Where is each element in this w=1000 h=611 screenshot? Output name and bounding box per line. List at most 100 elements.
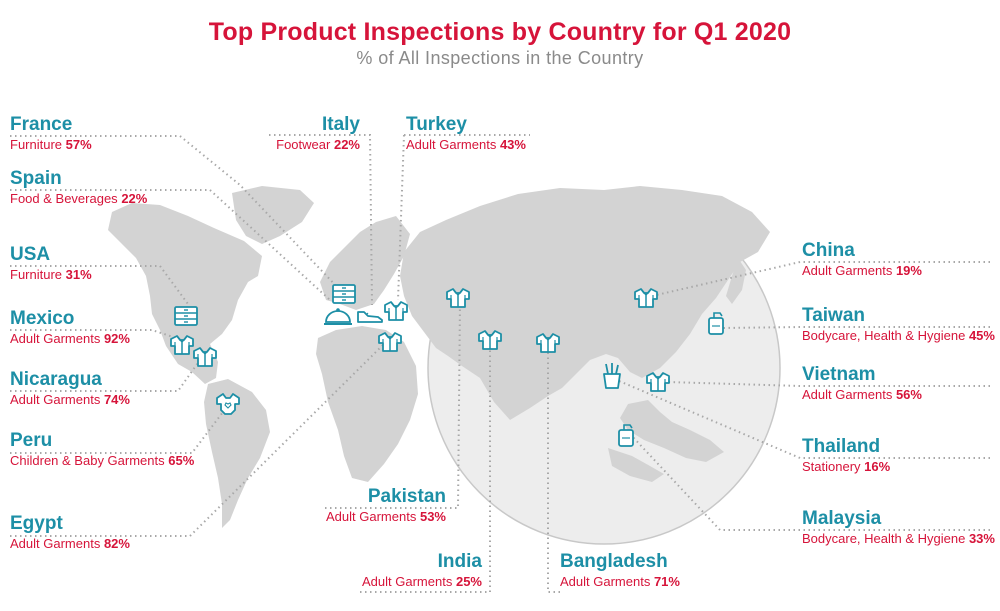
percent: 19% [895,263,922,278]
country-detail: Footwear 22% [262,136,360,154]
percent: 82% [103,536,130,551]
percent: 33% [968,531,995,546]
category: Adult Garments [10,536,101,551]
country-name: Pakistan [367,486,446,507]
label-thailand: Thailand Stationery 16% [802,436,890,476]
map-icons [170,284,724,447]
country-detail: Children & Baby Garments 65% [10,452,194,470]
label-vietnam: Vietnam Adult Garments 56% [802,364,922,404]
percent: 57% [65,137,92,152]
category: Stationery [802,459,861,474]
category: Adult Garments [560,574,651,589]
japan [726,258,746,304]
north-america [108,203,262,384]
percent: 43% [499,137,526,152]
cloche-icon [324,308,352,325]
country-name: Bangladesh [560,551,668,572]
label-mexico: Mexico Adult Garments 92% [10,308,130,348]
dresser-icon [332,284,356,304]
leader-turkey [397,134,530,301]
page-subtitle: % of All Inspections in the Country [356,48,644,68]
country-detail: Adult Garments 82% [10,535,130,553]
label-india: India Adult Garments 25% [330,551,482,591]
tshirt-icon [384,301,408,321]
leader-thailand [611,377,990,459]
country-detail: Adult Garments 43% [406,136,526,154]
country-detail: Adult Garments 53% [300,508,446,526]
land-shapes [108,186,781,545]
country-name: Turkey [406,114,467,135]
percent: 65% [168,453,195,468]
label-malaysia: Malaysia Bodycare, Health & Hygiene 33% [802,508,995,548]
label-bangladesh: Bangladesh Adult Garments 71% [560,551,680,591]
leader-lines [10,134,990,593]
country-detail: Adult Garments 19% [802,262,922,280]
label-china: China Adult Garments 19% [802,240,922,280]
percent: 92% [103,331,130,346]
leader-china [651,261,990,297]
page-title: Top Product Inspections by Country for Q… [208,18,792,46]
country-detail: Adult Garments 25% [330,573,482,591]
label-spain: Spain Food & Beverages 22% [10,168,147,208]
country-detail: Adult Garments 56% [802,386,922,404]
shoe-icon [357,311,383,323]
percent: 74% [103,392,130,407]
country-name: Mexico [10,308,75,329]
leader-nicaragua [10,359,201,392]
country-detail: Bodycare, Health & Hygiene 33% [802,530,995,548]
percent: 53% [419,509,446,524]
country-detail: Furniture 31% [10,266,92,284]
country-name: Taiwan [802,305,865,326]
country-detail: Adult Garments 92% [10,330,130,348]
label-pakistan: Pakistan Adult Garments 53% [300,486,446,526]
percent: 45% [968,328,995,343]
country-detail: Adult Garments 74% [10,391,130,409]
country-name: USA [10,244,51,265]
category: Adult Garments [10,392,101,407]
category: Adult Garments [802,263,893,278]
label-france: France Furniture 57% [10,114,92,154]
percent: 25% [455,574,482,589]
country-name: Peru [10,430,53,451]
country-name: India [437,551,482,572]
country-name: France [10,114,73,135]
label-taiwan: Taiwan Bodycare, Health & Hygiene 45% [802,305,995,345]
category: Bodycare, Health & Hygiene [802,531,966,546]
category: Footwear [276,137,331,152]
country-detail: Furniture 57% [10,136,92,154]
category: Adult Garments [406,137,497,152]
country-detail: Stationery 16% [802,458,890,476]
country-name: Nicaragua [10,369,102,390]
label-egypt: Egypt Adult Garments 82% [10,513,130,553]
leader-india [360,340,491,593]
leader-taiwan [721,326,990,329]
indonesia [608,448,664,482]
dresser-icon [174,306,198,326]
label-usa: USA Furniture 31% [10,244,92,284]
percent: 71% [653,574,680,589]
label-peru: Peru Children & Baby Garments 65% [10,430,194,470]
category: Adult Garments [802,387,893,402]
pencil-cup-icon [603,363,621,389]
africa [316,326,418,482]
category: Food & Beverages [10,191,118,206]
leader-italy [269,134,373,306]
leader-vietnam [667,381,990,387]
category: Adult Garments [326,509,417,524]
country-name: Italy [321,114,360,135]
category: Adult Garments [10,331,101,346]
label-italy: Italy Footwear 22% [262,114,360,154]
pump-bottle-icon [618,424,634,447]
south-america [204,379,270,528]
leader-peru [10,407,227,454]
label-nicaragua: Nicaragua Adult Garments 74% [10,369,130,409]
country-detail: Food & Beverages 22% [10,190,147,208]
country-name: Egypt [10,513,63,534]
category: Children & Baby Garments [10,453,165,468]
country-name: Vietnam [802,364,876,385]
asia [400,186,770,420]
leader-spain [10,189,331,301]
category: Bodycare, Health & Hygiene [802,328,966,343]
leader-usa [10,265,189,305]
